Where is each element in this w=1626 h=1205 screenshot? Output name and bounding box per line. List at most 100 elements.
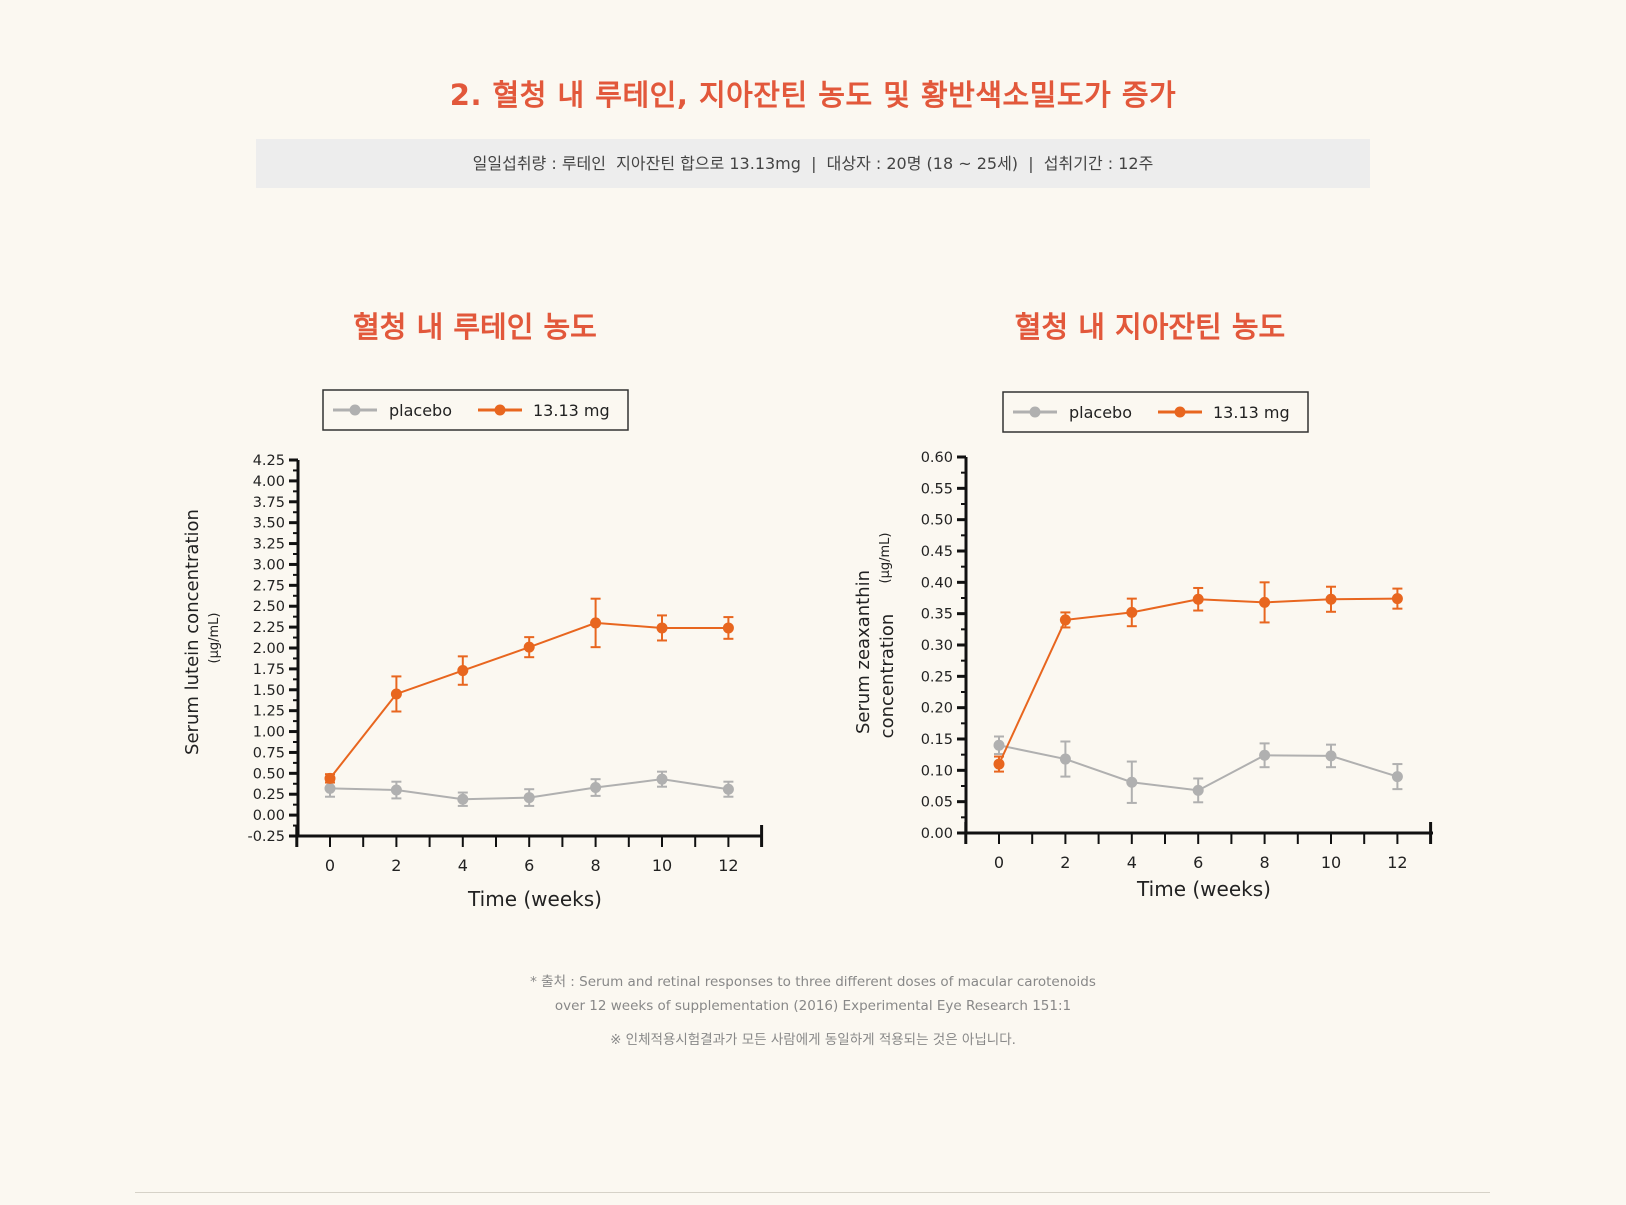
lutein-y-tick-label: 0.25 xyxy=(253,787,285,803)
lutein-y-tick-label: 0.75 xyxy=(253,745,285,761)
lutein-legend-label-1: 13.13 mg xyxy=(533,401,610,420)
lutein-legend-label-0: placebo xyxy=(389,401,452,420)
zeaxanthin-data-point-0 xyxy=(1192,784,1204,796)
page-heading: 2. 혈청 내 루테인, 지아잔틴 농도 및 황반색소밀도가 증가 xyxy=(449,78,1177,112)
lutein-x-tick-label: 12 xyxy=(718,856,738,875)
lutein-y-tick-label: 3.25 xyxy=(253,537,285,553)
source-line-1: * 출처 : Serum and retinal responses to th… xyxy=(530,974,1096,990)
zeaxanthin-data-point-1 xyxy=(993,758,1005,770)
zeaxanthin-y-tick-label: 0.45 xyxy=(921,544,953,560)
zeaxanthin-data-point-0 xyxy=(1391,771,1403,783)
lutein-y-axis-title-1: (μg/mL) xyxy=(207,613,222,664)
lutein-chart-title: 혈청 내 루테인 농도 xyxy=(353,310,597,344)
zeaxanthin-x-tick-label: 8 xyxy=(1260,853,1270,872)
zeaxanthin-data-point-0 xyxy=(993,739,1005,751)
lutein-legend-box xyxy=(322,389,629,431)
lutein-y-tick-label: 3.50 xyxy=(253,516,285,532)
zeaxanthin-data-point-0 xyxy=(1059,753,1071,765)
zeaxanthin-x-tick-label: 12 xyxy=(1387,853,1407,872)
zeaxanthin-y-tick-label: 0.50 xyxy=(921,513,953,529)
zeaxanthin-y-tick-label: 0.15 xyxy=(921,732,953,748)
lutein-data-point-1 xyxy=(656,622,668,634)
zeaxanthin-x-tick-label: 0 xyxy=(994,853,1004,872)
zeaxanthin-x-tick-label: 4 xyxy=(1127,853,1137,872)
lutein-x-tick-label: 6 xyxy=(524,856,534,875)
lutein-y-tick-label: 3.75 xyxy=(253,495,285,511)
lutein-legend-marker-1 xyxy=(494,404,506,416)
lutein-x-tick-label: 0 xyxy=(325,856,335,875)
zeaxanthin-y-axis-title-1: concentration xyxy=(877,614,898,739)
lutein-data-point-0 xyxy=(523,792,535,804)
lutein-y-axis-title-0: Serum lutein concentration xyxy=(182,509,203,755)
lutein-data-point-1 xyxy=(590,617,602,629)
zeaxanthin-x-tick-label: 2 xyxy=(1060,853,1070,872)
zeaxanthin-y-axis-title-0: Serum zeaxanthin xyxy=(853,570,874,734)
zeaxanthin-y-tick-label: 0.55 xyxy=(921,481,953,497)
lutein-y-tick-label: 1.50 xyxy=(253,683,285,699)
zeaxanthin-data-point-1 xyxy=(1259,596,1271,608)
zeaxanthin-data-point-1 xyxy=(1391,593,1403,605)
zeaxanthin-legend-box xyxy=(1002,391,1309,433)
lutein-x-tick-label: 2 xyxy=(391,856,401,875)
lutein-data-point-1 xyxy=(324,772,336,784)
zeaxanthin-y-tick-label: 0.40 xyxy=(921,575,953,591)
lutein-y-tick-label: 2.00 xyxy=(253,641,285,657)
lutein-data-point-0 xyxy=(590,782,602,794)
lutein-data-point-1 xyxy=(390,688,402,700)
zeaxanthin-y-tick-label: 0.25 xyxy=(921,669,953,685)
study-info-bar: 일일섭취량 : 루테인 지아잔틴 합으로 13.13mg | 대상자 : 20명… xyxy=(256,139,1370,188)
zeaxanthin-data-point-1 xyxy=(1192,593,1204,605)
zeaxanthin-data-point-0 xyxy=(1126,776,1138,788)
zeaxanthin-y-tick-label: 0.00 xyxy=(921,826,953,842)
lutein-y-tick-label: -0.25 xyxy=(247,829,285,845)
lutein-chart: placebo 13.13 mg 4.25 4.00 3.75 3.50 3.25 3.00 2… xyxy=(182,389,764,911)
lutein-data-point-0 xyxy=(722,783,734,795)
lutein-data-point-0 xyxy=(390,784,402,796)
lutein-data-point-1 xyxy=(523,641,535,653)
lutein-x-tick-label: 8 xyxy=(591,856,601,875)
zeaxanthin-data-point-1 xyxy=(1059,614,1071,626)
source-citation: * 출처 : Serum and retinal responses to th… xyxy=(0,970,1626,1018)
zeaxanthin-y-tick-label: 0.20 xyxy=(921,701,953,717)
zeaxanthin-x-axis-title: Time (weeks) xyxy=(1136,877,1271,901)
lutein-data-point-0 xyxy=(324,782,336,794)
lutein-y-tick-label: 2.25 xyxy=(253,620,285,636)
zeaxanthin-y-tick-label: 0.60 xyxy=(921,450,953,466)
zeaxanthin-legend-marker-1 xyxy=(1174,406,1186,418)
lutein-x-tick-label: 4 xyxy=(458,856,468,875)
lutein-data-point-1 xyxy=(722,622,734,634)
zeaxanthin-y-tick-label: 0.05 xyxy=(921,795,953,811)
lutein-x-axis-title: Time (weeks) xyxy=(467,887,602,911)
zeaxanthin-series-line-1 xyxy=(998,597,1398,765)
zeaxanthin-y-axis-title-2: (μg/mL) xyxy=(878,533,893,584)
zeaxanthin-y-tick-label: 0.10 xyxy=(921,763,953,779)
zeaxanthin-data-point-0 xyxy=(1325,750,1337,762)
lutein-legend-marker-0 xyxy=(349,404,361,416)
lutein-data-point-1 xyxy=(457,665,469,677)
lutein-y-tick-label: 0.00 xyxy=(253,808,285,824)
zeaxanthin-legend-marker-0 xyxy=(1029,406,1041,418)
zeaxanthin-legend-label-1: 13.13 mg xyxy=(1213,403,1290,422)
lutein-y-tick-label: 1.25 xyxy=(253,704,285,720)
source-line-2: over 12 weeks of supplementation (2016) … xyxy=(554,998,1072,1014)
lutein-y-tick-label: 1.75 xyxy=(253,662,285,678)
lutein-y-tick-label: 3.00 xyxy=(253,557,285,573)
zeaxanthin-y-tick-label: 0.35 xyxy=(921,607,953,623)
zeaxanthin-x-tick-label: 6 xyxy=(1193,853,1203,872)
zeaxanthin-legend-label-0: placebo xyxy=(1069,403,1132,422)
lutein-data-point-0 xyxy=(457,793,469,805)
lutein-data-point-0 xyxy=(656,773,668,785)
zeaxanthin-x-tick-label: 10 xyxy=(1321,853,1341,872)
lutein-y-tick-label: 4.00 xyxy=(253,474,285,490)
lutein-y-tick-label: 1.00 xyxy=(253,725,285,741)
lutein-y-tick-label: 0.50 xyxy=(253,766,285,782)
lutein-y-tick-label: 2.75 xyxy=(253,578,285,594)
lutein-x-tick-label: 10 xyxy=(652,856,672,875)
lutein-y-tick-label: 2.50 xyxy=(253,599,285,615)
disclaimer-notice: ※ 인체적용시험결과가 모든 사람에게 동일하게 적용되는 것은 아닙니다. xyxy=(610,1032,1016,1048)
zeaxanthin-chart-title: 혈청 내 지아잔틴 농도 xyxy=(1014,310,1286,344)
zeaxanthin-y-tick-label: 0.30 xyxy=(921,638,953,654)
lutein-y-tick-label: 4.25 xyxy=(253,453,285,469)
zeaxanthin-data-point-0 xyxy=(1259,749,1271,761)
bottom-divider xyxy=(135,1192,1490,1193)
